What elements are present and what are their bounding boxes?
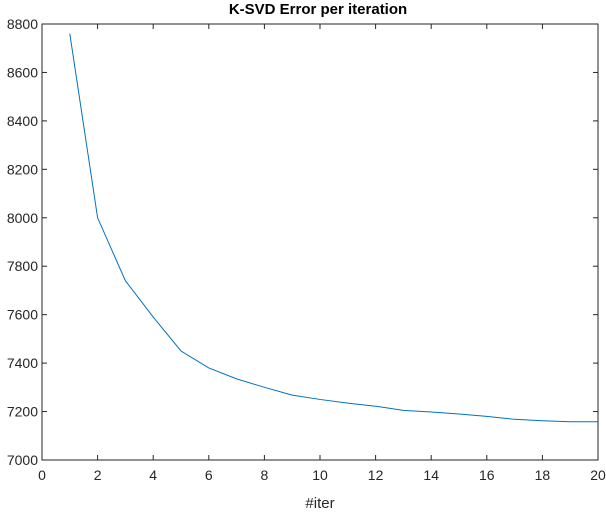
x-tick-label: 0 xyxy=(38,467,46,483)
y-tick-label: 8200 xyxy=(7,161,38,177)
y-tick-label: 7600 xyxy=(7,307,38,323)
axes-box xyxy=(41,23,599,461)
y-tick-label: 7400 xyxy=(7,355,38,371)
y-tick-label: 8400 xyxy=(7,113,38,129)
x-tick-label: 6 xyxy=(205,467,213,483)
ticks-layer: 0 2 4 6 8 10 12 14 16 18 20 7000 7200 7400 7600 7800 800… xyxy=(7,16,606,483)
series-line-0 xyxy=(69,33,598,423)
y-tick-label: 7000 xyxy=(7,452,38,468)
x-tick-label: 14 xyxy=(423,467,439,483)
y-tick-label: 7200 xyxy=(7,404,38,420)
x-tick-label: 4 xyxy=(149,467,157,483)
x-tick-label: 16 xyxy=(479,467,495,483)
x-tick-label: 12 xyxy=(368,467,384,483)
x-axis-label: #iter xyxy=(305,495,334,512)
chart-title: K-SVD Error per iteration xyxy=(229,1,407,18)
y-tick-label: 8800 xyxy=(7,16,38,32)
x-tick-label: 20 xyxy=(590,467,606,483)
series-layer xyxy=(69,33,598,423)
y-tick-label: 8000 xyxy=(7,210,38,226)
x-tick-label: 18 xyxy=(535,467,551,483)
y-tick-label: 7800 xyxy=(7,258,38,274)
y-tick-label: 8600 xyxy=(7,64,38,80)
x-tick-label: 2 xyxy=(94,467,102,483)
x-tick-label: 10 xyxy=(312,467,328,483)
x-tick-label: 8 xyxy=(261,467,269,483)
